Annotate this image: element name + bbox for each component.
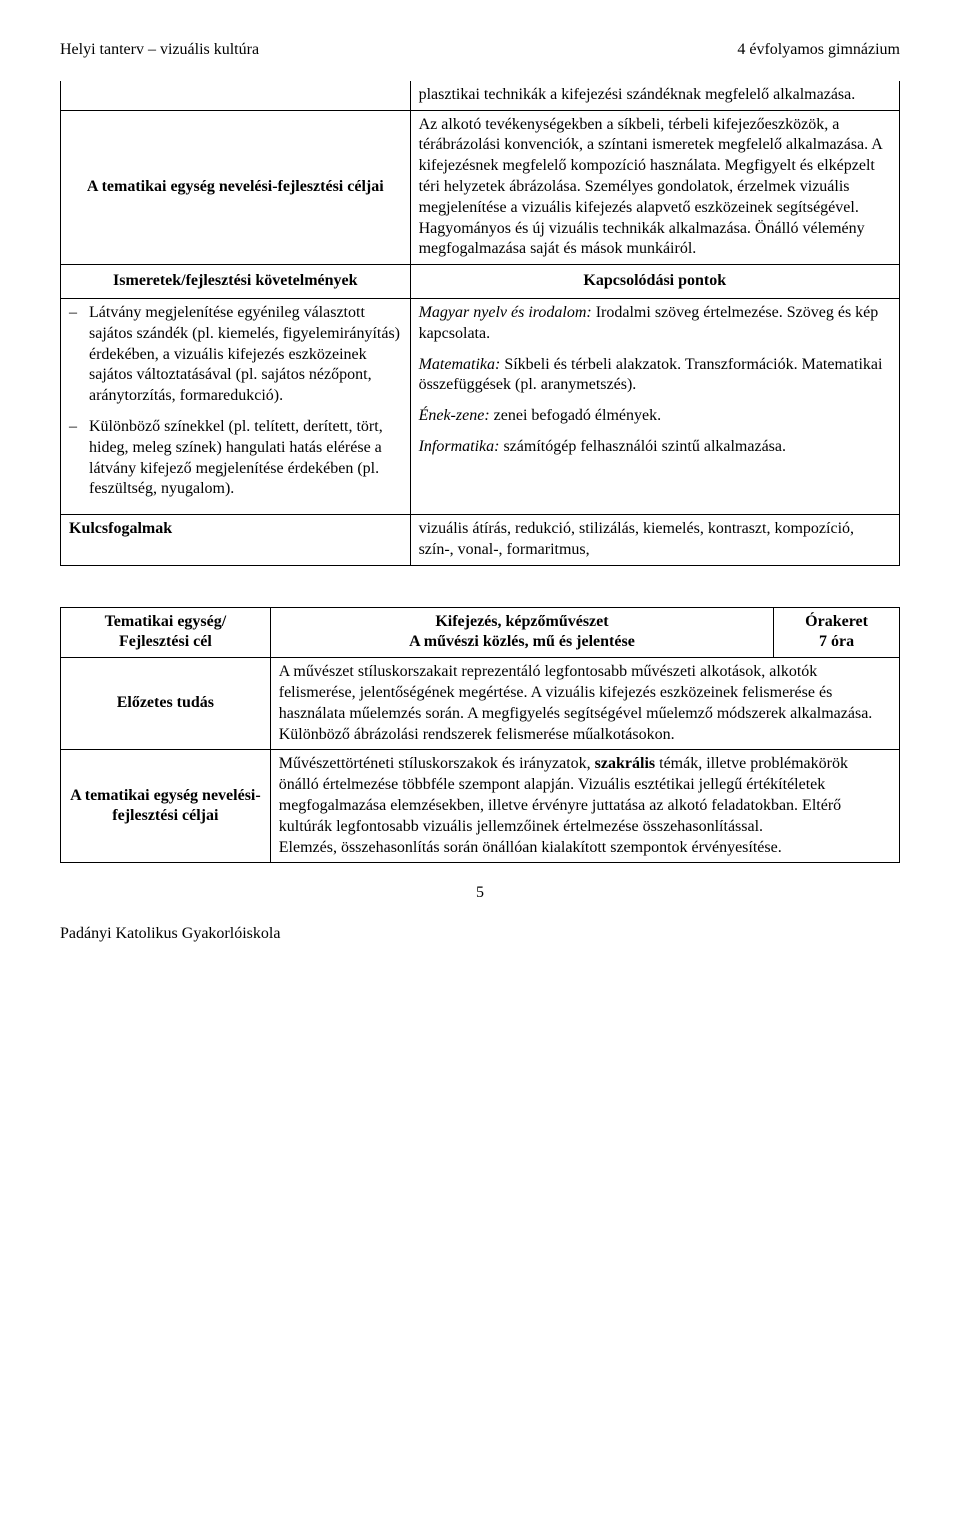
- curriculum-table-2: Tematikai egység/ Fejlesztési cél Kifeje…: [60, 607, 900, 864]
- prior-knowledge-label: Előzetes tudás: [61, 658, 271, 750]
- connection-header: Kapcsolódási pontok: [410, 265, 899, 299]
- footer-text: Padányi Katolikus Gyakorlóiskola: [60, 924, 900, 945]
- header-right: 4 évfolyamos gimnázium: [737, 40, 900, 61]
- goals-label: A tematikai egység nevelési-fejlesztési …: [61, 110, 411, 265]
- knowledge-header: Ismeretek/fejlesztési követelmények: [61, 265, 411, 299]
- connection-para: Ének-zene: zenei befogadó élmények.: [419, 406, 891, 427]
- keywords-label: Kulcsfogalmak: [61, 515, 411, 566]
- connection-content: Magyar nyelv és irodalom: Irodalmi szöve…: [410, 298, 899, 514]
- knowledge-content: Látvány megjelenítése egyénileg választo…: [61, 298, 411, 514]
- header-left: Helyi tanterv – vizuális kultúra: [60, 40, 259, 61]
- goals-text-2: Művészettörténeti stíluskorszakok és irá…: [270, 750, 899, 863]
- plastics-text: plasztikai technikák a kifejezési szándé…: [410, 81, 899, 110]
- connection-para: Magyar nyelv és irodalom: Irodalmi szöve…: [419, 303, 891, 345]
- page-number: 5: [60, 883, 900, 904]
- thematic-unit-label: Tematikai egység/ Fejlesztési cél: [61, 607, 271, 658]
- connection-para: Informatika: számítógép felhasználói szi…: [419, 437, 891, 458]
- connection-para: Matematika: Síkbeli és térbeli alakzatok…: [419, 355, 891, 397]
- keywords-text: vizuális átírás, redukció, stilizálás, k…: [410, 515, 899, 566]
- list-item: Különböző színekkel (pl. telített, derít…: [69, 417, 402, 500]
- page-header: Helyi tanterv – vizuális kultúra 4 évfol…: [60, 40, 900, 61]
- hours-cell: Órakeret 7 óra: [774, 607, 900, 658]
- expression-title: Kifejezés, képzőművészet A művészi közlé…: [270, 607, 773, 658]
- list-item: Látvány megjelenítése egyénileg választo…: [69, 303, 402, 407]
- prior-knowledge-text: A művészet stíluskorszakait reprezentáló…: [270, 658, 899, 750]
- curriculum-table-1: plasztikai technikák a kifejezési szándé…: [60, 81, 900, 566]
- goals-text: Az alkotó tevékenységekben a síkbeli, té…: [410, 110, 899, 265]
- goals-label-2: A tematikai egység nevelési-fejlesztési …: [61, 750, 271, 863]
- empty-cell: [61, 81, 411, 110]
